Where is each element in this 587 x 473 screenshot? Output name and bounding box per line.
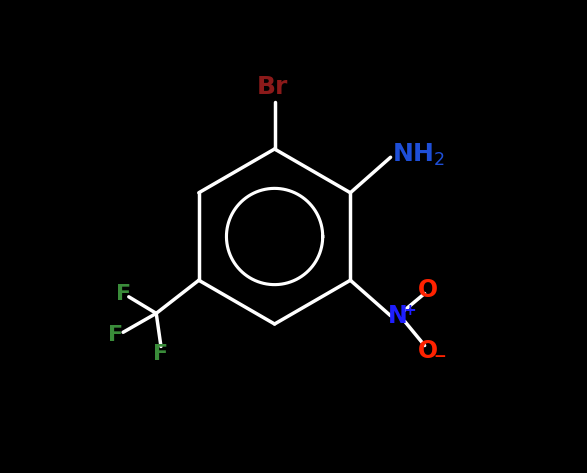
Text: F: F <box>153 343 168 364</box>
Text: Br: Br <box>257 75 288 99</box>
Text: F: F <box>116 284 131 305</box>
Text: +: + <box>403 303 416 317</box>
Text: −: − <box>434 350 447 364</box>
Text: F: F <box>109 324 124 345</box>
Text: NH$_2$: NH$_2$ <box>392 142 444 168</box>
Text: N: N <box>388 304 407 328</box>
Text: O: O <box>419 278 438 302</box>
Text: O: O <box>419 339 438 363</box>
